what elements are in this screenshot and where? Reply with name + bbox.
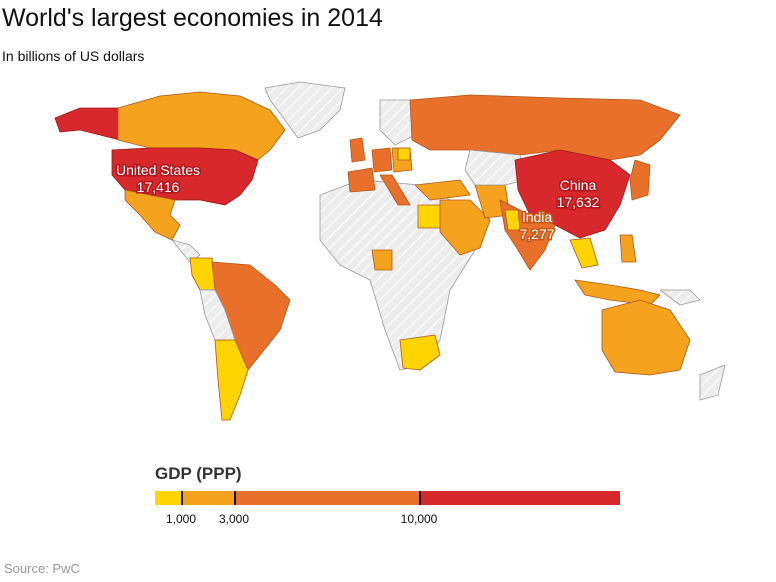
region-no-data	[699, 364, 726, 401]
region-bin-2	[629, 159, 651, 201]
legend-color-bar: 1,000 3,000 10,000	[155, 491, 620, 526]
legend-swatch	[155, 491, 181, 505]
source-note: Source: PwC	[4, 561, 80, 576]
region-bin-2	[379, 174, 411, 206]
region-bin-0	[189, 257, 216, 291]
page-subtitle: In billions of US dollars	[2, 48, 145, 64]
region-bin-0	[504, 209, 521, 231]
legend-swatch	[234, 491, 419, 505]
region-bin-0	[397, 147, 411, 161]
legend-tick-label: 10,000	[400, 512, 438, 526]
legend-title: GDP (PPP)	[155, 464, 242, 483]
region-bin-1	[619, 234, 637, 263]
region-bin-2	[371, 147, 393, 173]
map-label-value: 17,632	[557, 194, 600, 210]
region-bin-2	[349, 137, 366, 163]
region-bin-0	[214, 339, 249, 421]
map-label-country: United States	[116, 162, 200, 178]
region-no-data	[379, 99, 416, 146]
legend-tick-label: 3,000	[218, 512, 250, 526]
region-no-data	[659, 289, 701, 306]
region-bin-3	[514, 149, 631, 239]
page-title: World's largest economies in 2014	[2, 4, 383, 32]
legend-tick-label: 1,000	[165, 512, 197, 526]
region-bin-2	[409, 94, 681, 161]
region-bin-3	[54, 107, 121, 141]
map-label-country: India	[522, 209, 553, 225]
region-bin-0	[399, 334, 441, 371]
legend-swatch	[419, 491, 620, 505]
region-no-data	[464, 149, 526, 186]
region-bin-0	[417, 204, 441, 229]
legend-tick	[181, 491, 183, 505]
map-label-value: 17,416	[137, 179, 180, 195]
region-bin-1	[371, 249, 393, 271]
map-label-value: 7,277	[519, 226, 554, 242]
region-bin-1	[414, 179, 471, 201]
region-no-data	[264, 81, 346, 139]
region-bin-1	[601, 299, 691, 376]
legend-swatch	[181, 491, 234, 505]
legend-tick	[419, 491, 421, 505]
map-label-country: China	[560, 177, 597, 193]
region-bin-1	[124, 189, 181, 241]
region-bin-1	[439, 199, 491, 256]
region-bin-1	[574, 279, 661, 306]
legend-tick	[234, 491, 236, 505]
region-bin-0	[569, 237, 599, 269]
region-bin-2	[347, 167, 376, 193]
